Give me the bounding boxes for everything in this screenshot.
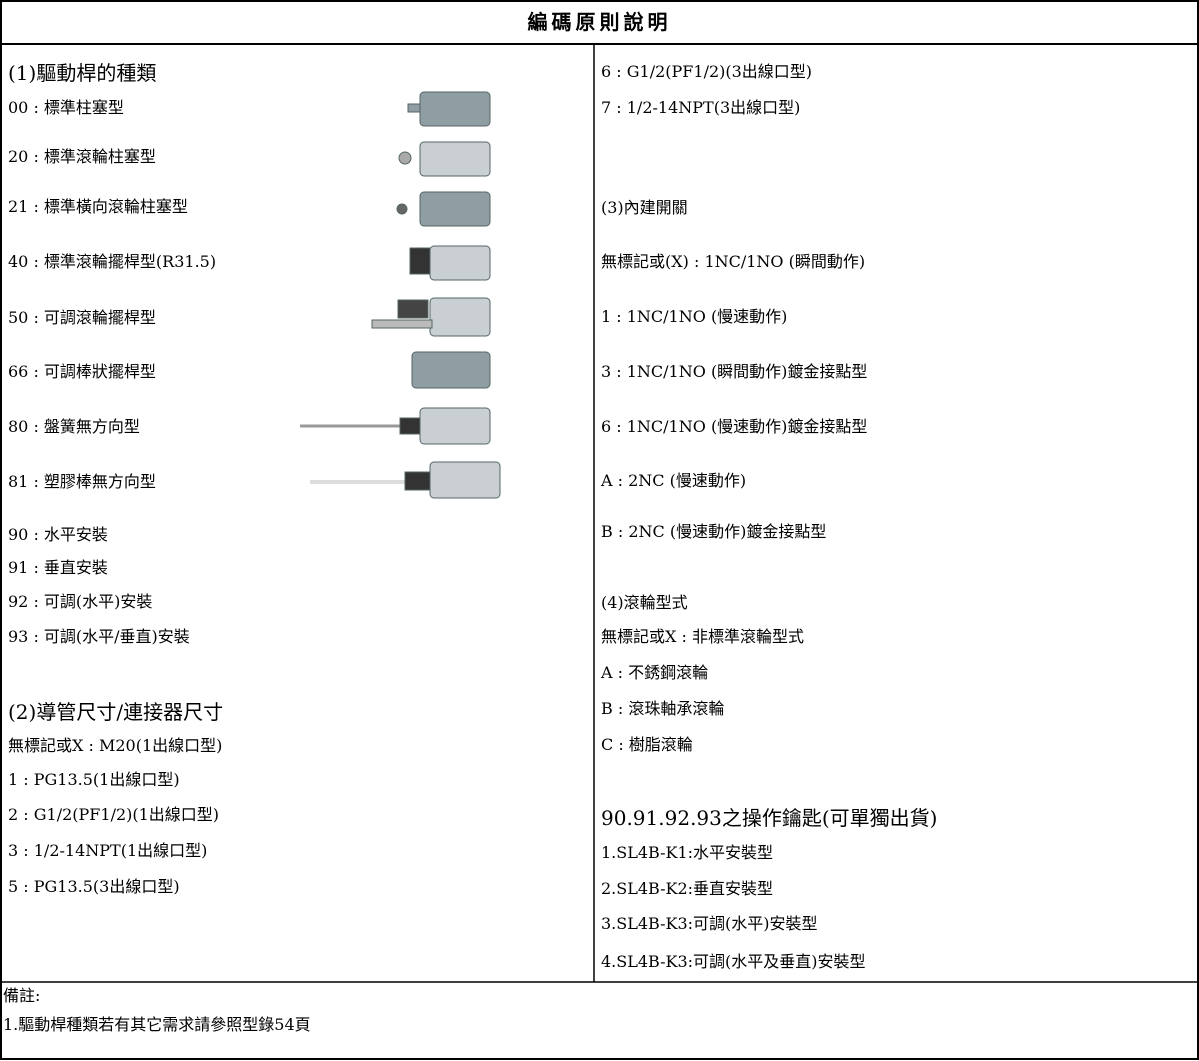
- text-line: 21 : 標準橫向滾輪柱塞型: [8, 197, 188, 216]
- text-line: 81 : 塑膠棒無方向型: [8, 472, 156, 491]
- text-line: 無標記或(X) : 1NC/1NO (瞬間動作): [601, 252, 866, 271]
- text-line: C : 樹脂滾輪: [601, 735, 693, 754]
- text-line: 6 : 1NC/1NO (慢速動作)鍍金接點型: [601, 417, 868, 436]
- title: 編碼原則說明: [527, 10, 672, 34]
- text-line: 1 : 1NC/1NO (慢速動作): [601, 307, 788, 326]
- text-line: 1.驅動桿種類若有其它需求請參照型錄54頁: [3, 1015, 311, 1034]
- text-line: 3 : 1NC/1NO (瞬間動作)鍍金接點型: [601, 362, 868, 381]
- text-line: 91 : 垂直安裝: [8, 558, 108, 577]
- text-line: 6 : G1/2(PF1/2)(3出線口型): [601, 62, 813, 81]
- text-line: (2)導管尺寸/連接器尺寸: [8, 700, 224, 724]
- text-line: (1)驅動桿的種類: [8, 61, 157, 85]
- product-images: [300, 91, 501, 499]
- text-line: 93 : 可調(水平/垂直)安裝: [8, 627, 190, 646]
- text-line: 2.SL4B-K2:垂直安裝型: [601, 879, 774, 898]
- text-line: 2 : G1/2(PF1/2)(1出線口型): [8, 805, 220, 824]
- text-line: 80 : 盤簧無方向型: [8, 417, 140, 436]
- text-line: 40 : 標準滾輪擺桿型(R31.5): [8, 252, 217, 271]
- text-line: 20 : 標準滾輪柱塞型: [8, 147, 156, 166]
- text-line: 90.91.92.93之操作鑰匙(可單獨出貨): [601, 806, 938, 830]
- text-line: 50 : 可調滾輪擺桿型: [8, 308, 156, 327]
- text-line: 00 : 標準柱塞型: [8, 98, 124, 117]
- text-line: B : 滾珠軸承滾輪: [601, 699, 725, 718]
- text-line: 1.SL4B-K1:水平安裝型: [601, 843, 774, 862]
- text-line: 1 : PG13.5(1出線口型): [8, 770, 180, 789]
- text-line: (3)內建開關: [601, 198, 688, 217]
- text-line: A : 2NC (慢速動作): [601, 471, 747, 490]
- text-line: 無標記或X : M20(1出線口型): [8, 736, 223, 755]
- text-line: B : 2NC (慢速動作)鍍金接點型: [601, 522, 827, 541]
- text-line: 3 : 1/2-14NPT(1出線口型): [8, 841, 208, 860]
- text-line: 5 : PG13.5(3出線口型): [8, 877, 180, 896]
- text-line: 4.SL4B-K3:可調(水平及垂直)安裝型: [601, 952, 866, 971]
- text-line: 7 : 1/2-14NPT(3出線口型): [601, 98, 801, 117]
- text-line: 66 : 可調棒狀擺桿型: [8, 362, 156, 381]
- text-line: 92 : 可調(水平)安裝: [8, 592, 153, 611]
- text-line: (4)滾輪型式: [601, 593, 688, 612]
- text-line: 備註:: [3, 986, 41, 1005]
- text-line: 90 : 水平安裝: [8, 525, 108, 544]
- text-line: 3.SL4B-K3:可調(水平)安裝型: [601, 914, 818, 933]
- text-line: A : 不銹鋼滾輪: [601, 663, 709, 682]
- text-line: 無標記或X : 非標準滾輪型式: [601, 627, 804, 646]
